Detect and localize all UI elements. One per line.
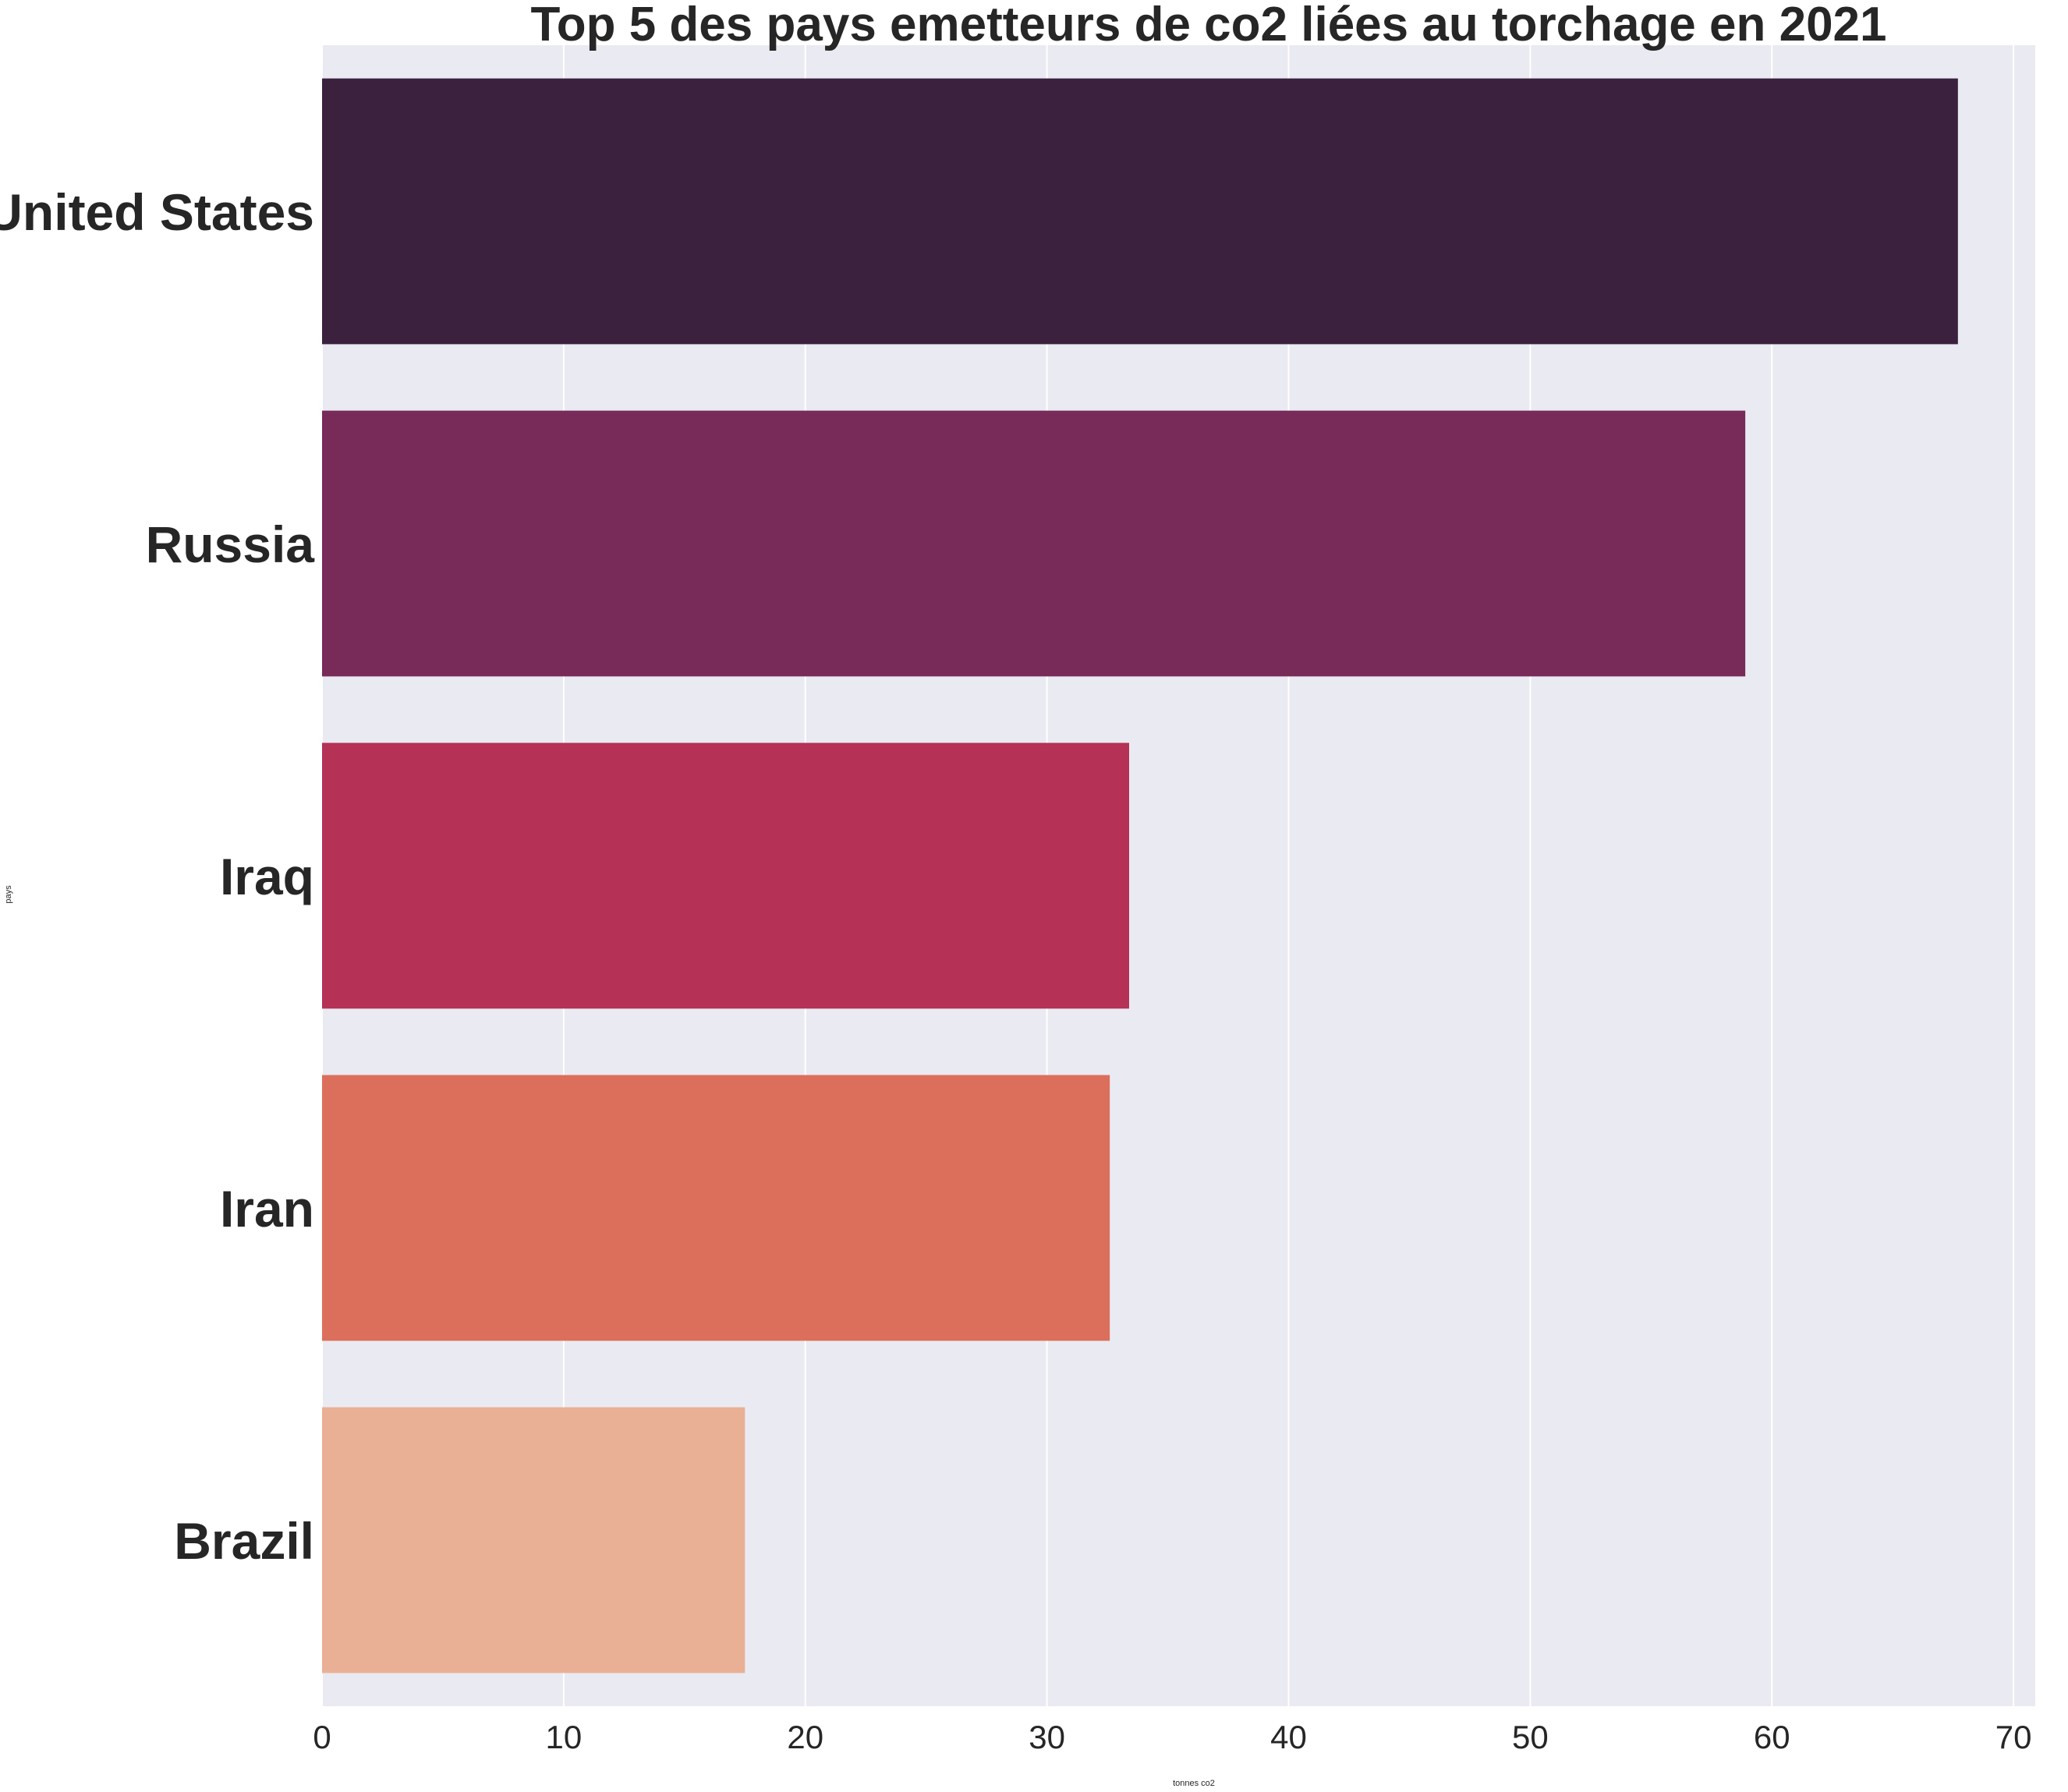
x-tick-label: 60	[1754, 1719, 1790, 1755]
bars	[322, 78, 1958, 1673]
x-tick-label: 40	[1270, 1719, 1307, 1755]
y-tick-labels: United States Russia Iraq Iran Brazil	[0, 183, 315, 1570]
y-tick-label: United States	[0, 183, 314, 241]
y-axis-label: pays	[4, 885, 13, 904]
bar	[322, 78, 1958, 345]
bar	[322, 742, 1129, 1009]
y-tick-label: Brazil	[174, 1512, 314, 1570]
x-tick-label: 20	[787, 1719, 823, 1755]
x-tick-labels: 0 10 20 30 40 50 60 70	[313, 1719, 2031, 1755]
x-tick-label: 10	[546, 1719, 583, 1755]
x-tick-label: 0	[313, 1719, 331, 1755]
x-tick-label: 50	[1512, 1719, 1549, 1755]
y-tick-label: Iraq	[220, 848, 314, 905]
y-tick-label: Iran	[220, 1180, 314, 1238]
chart-title: Top 5 des pays emetteurs de co2 liées au…	[530, 0, 1886, 51]
bar	[322, 410, 1746, 677]
x-tick-label: 30	[1029, 1719, 1065, 1755]
x-tick-label: 70	[1995, 1719, 2032, 1755]
y-tick-label: Russia	[146, 515, 316, 573]
bar	[322, 1407, 745, 1673]
x-axis-label: tonnes co2	[1173, 1779, 1215, 1788]
bar	[322, 1075, 1110, 1341]
